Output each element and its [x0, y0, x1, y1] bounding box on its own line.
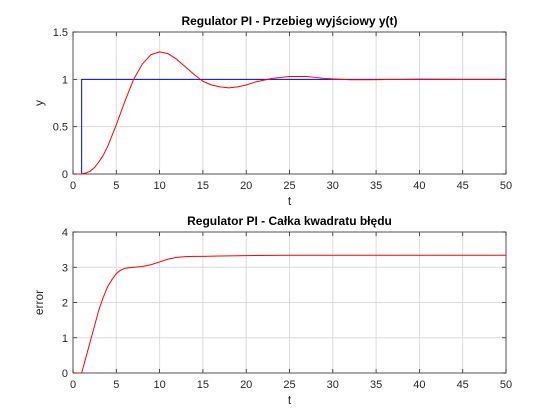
x-tick-label: 25 [283, 180, 295, 192]
plot-error-integral: 0 5 10 15 20 25 30 35 40 45 50 0 1 2 3 4 Regulator PI -… [32, 214, 512, 407]
y-tick-label: 2 [62, 298, 68, 310]
plot-title: Regulator PI - Całka kwadratu błędu [187, 214, 392, 228]
x-tick-label: 5 [113, 180, 119, 192]
x-tick-label: 10 [153, 379, 165, 391]
series-line-1 [73, 51, 506, 175]
y-tick-label: 0.5 [53, 122, 68, 134]
x-tick-label: 5 [113, 379, 119, 391]
y-tick-label: 3 [62, 262, 68, 274]
x-tick-label: 0 [70, 379, 76, 391]
x-axis-label: t [288, 393, 292, 407]
y-tick-label: 4 [62, 227, 68, 239]
x-tick-label: 30 [327, 180, 339, 192]
y-axis-label: error [32, 290, 46, 315]
x-tick-label: 40 [413, 379, 425, 391]
y-axis-label: y [32, 100, 46, 106]
x-tick-label: 20 [240, 379, 252, 391]
x-tick-label: 10 [153, 180, 165, 192]
y-tick-label: 1 [62, 333, 68, 345]
x-tick-label: 15 [197, 180, 209, 192]
x-tick-label: 40 [413, 180, 425, 192]
y-tick-label: 1.5 [53, 27, 68, 39]
x-tick-label: 0 [70, 180, 76, 192]
x-tick-label: 35 [370, 379, 382, 391]
x-tick-label: 45 [457, 180, 469, 192]
x-tick-label: 25 [283, 379, 295, 391]
series-line-0 [73, 254, 506, 374]
x-tick-label: 20 [240, 180, 252, 192]
x-axis-label: t [288, 194, 292, 208]
x-tick-label: 30 [327, 379, 339, 391]
x-tick-label: 35 [370, 180, 382, 192]
plot-output-y: 0 5 10 15 20 25 30 35 40 45 50 0 0.5 1 1.5 Regulator P… [32, 14, 512, 208]
x-tick-label: 45 [457, 379, 469, 391]
x-tick-label: 50 [500, 180, 512, 192]
y-tick-label: 0 [62, 368, 68, 380]
x-tick-label: 50 [500, 379, 512, 391]
x-tick-label: 15 [197, 379, 209, 391]
y-tick-label: 0 [62, 169, 68, 181]
plot-title: Regulator PI - Przebieg wyjściowy y(t) [181, 14, 397, 28]
y-tick-label: 1 [62, 74, 68, 86]
